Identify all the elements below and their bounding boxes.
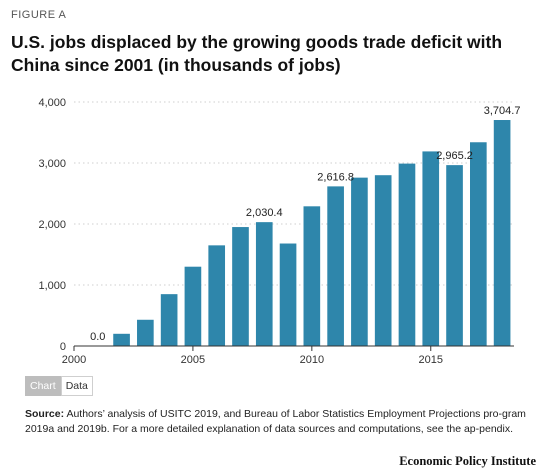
bar	[327, 186, 344, 346]
data-tab[interactable]: Data	[60, 376, 93, 396]
y-tick-label: 3,000	[38, 158, 66, 170]
bar-chart: 0 1,000 2,000 3,000 4,000 2000 2005 2010 2015 0.0…	[38, 97, 521, 366]
y-tick-label: 0	[60, 341, 66, 353]
bar	[493, 120, 511, 346]
data-label: 2,616.8	[317, 171, 354, 183]
bar	[351, 177, 368, 346]
bar	[470, 142, 487, 346]
x-tick-label: 2000	[62, 354, 86, 366]
x-tick-label: 2015	[419, 354, 443, 366]
source-text: Authors’ analysis of USITC 2019, and Bur…	[25, 408, 526, 435]
bar	[232, 227, 249, 346]
bar	[374, 175, 392, 346]
bar	[208, 245, 226, 346]
x-tick-label: 2010	[300, 354, 324, 366]
figure-label: FIGURE A	[11, 9, 67, 21]
bar	[255, 222, 273, 346]
y-tick-label: 4,000	[38, 97, 66, 109]
y-tick-label: 1,000	[38, 280, 66, 292]
data-label: 3,704.7	[484, 105, 521, 117]
data-label: 0.0	[90, 331, 105, 343]
bar	[160, 294, 178, 346]
data-label: 2,965.2	[436, 150, 473, 162]
chart-tab[interactable]: Chart	[25, 376, 61, 396]
bar	[398, 163, 416, 346]
bar	[422, 151, 440, 346]
data-label: 2,030.4	[246, 207, 283, 219]
brand-logo: Economic Policy Institute	[399, 454, 536, 468]
bar	[137, 319, 154, 346]
view-toggle: Chart Data	[25, 376, 93, 396]
bar	[279, 243, 297, 346]
bar	[303, 206, 321, 346]
x-tick-label: 2005	[181, 354, 205, 366]
bar	[446, 165, 463, 346]
source-label: Source:	[25, 408, 65, 420]
y-tick-label: 2,000	[38, 219, 66, 231]
source-note: Source: Authors’ analysis of USITC 2019,…	[25, 407, 530, 437]
bar	[113, 333, 130, 346]
chart-title: U.S. jobs displaced by the growing goods…	[11, 32, 503, 75]
bar	[184, 266, 202, 346]
